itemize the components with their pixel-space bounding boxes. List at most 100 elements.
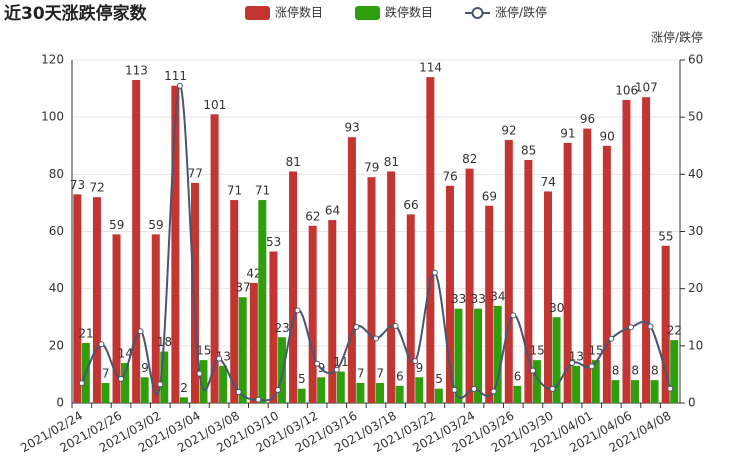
bar: [297, 388, 306, 403]
line-point: [510, 312, 517, 319]
bar: [376, 382, 384, 403]
data-label: 8: [612, 364, 620, 378]
data-label: 91: [560, 126, 575, 140]
line-point: [137, 328, 144, 335]
bar: [347, 137, 356, 404]
line-point: [235, 389, 242, 396]
data-label: 82: [462, 152, 477, 166]
line-point: [353, 324, 360, 331]
y-tick-label: 120: [41, 53, 64, 67]
bar: [474, 308, 483, 403]
data-label: 76: [443, 169, 458, 183]
bar: [317, 377, 326, 403]
data-label: 9: [141, 361, 149, 375]
bar: [210, 114, 219, 403]
bar: [602, 145, 611, 403]
data-label: 79: [364, 161, 379, 175]
line-point: [98, 341, 105, 348]
data-label: 85: [521, 144, 536, 158]
data-label: 106: [615, 84, 638, 98]
data-label: 55: [658, 229, 673, 243]
bar: [445, 185, 454, 403]
data-label: 15: [196, 344, 211, 358]
bar: [395, 385, 404, 403]
chart-title: 近30天涨跌停家数: [4, 3, 148, 24]
line-point: [667, 385, 674, 392]
bar: [132, 80, 141, 403]
bar: [611, 380, 620, 403]
data-label: 113: [125, 64, 148, 78]
y-tick-label: 100: [41, 110, 64, 124]
bar: [249, 282, 258, 403]
data-label: 64: [325, 204, 340, 218]
data-label: 59: [109, 218, 124, 232]
bar: [151, 234, 160, 403]
data-label: 37: [235, 281, 250, 295]
data-label: 2: [180, 381, 188, 395]
bar: [238, 297, 247, 403]
bar: [73, 194, 82, 403]
data-label: 111: [164, 69, 187, 83]
data-label: 81: [286, 155, 301, 169]
data-label: 8: [631, 364, 639, 378]
data-label: 69: [482, 189, 497, 203]
data-label: 81: [384, 155, 399, 169]
data-label: 77: [188, 166, 203, 180]
line-point: [529, 367, 536, 374]
bar: [160, 351, 169, 403]
data-label: 5: [435, 372, 443, 386]
legend-swatch: [471, 7, 484, 19]
line-point: [176, 82, 183, 89]
data-label: 9: [416, 361, 424, 375]
y-tick-label: 0: [56, 396, 64, 410]
y-tick-label: 20: [49, 338, 64, 352]
bar: [219, 365, 228, 403]
bar: [387, 171, 396, 403]
data-label: 6: [396, 369, 404, 383]
bar: [485, 205, 494, 403]
y-tick-label: 60: [49, 224, 64, 238]
bar: [563, 142, 572, 403]
bar: [622, 100, 631, 404]
bar: [277, 337, 286, 403]
bar: [367, 177, 376, 403]
y2-tick-label: 20: [688, 281, 703, 295]
data-label: 33: [451, 292, 466, 306]
data-label: 71: [255, 184, 270, 198]
line-point: [78, 380, 85, 387]
data-label: 72: [90, 181, 105, 195]
bar: [190, 182, 199, 403]
bar: [493, 305, 502, 403]
bar: [524, 160, 533, 403]
bar: [199, 360, 208, 403]
line-point: [196, 370, 203, 377]
legend-label: 涨停数目: [275, 5, 323, 20]
line-point: [216, 355, 223, 362]
bar: [513, 385, 522, 403]
data-label: 96: [580, 112, 595, 126]
data-label: 93: [344, 121, 359, 135]
data-label: 21: [78, 326, 93, 340]
line-point: [490, 388, 497, 395]
data-label: 73: [70, 178, 85, 192]
data-label: 7: [376, 366, 384, 380]
data-label: 66: [403, 198, 418, 212]
line-point: [627, 324, 634, 331]
data-label: 15: [588, 344, 603, 358]
data-label: 15: [530, 344, 545, 358]
bar: [642, 97, 651, 404]
data-label: 62: [305, 209, 320, 223]
data-label: 53: [266, 235, 281, 249]
y2-tick-label: 40: [688, 167, 703, 181]
line-point: [157, 381, 164, 388]
bar: [591, 360, 600, 403]
bar: [289, 171, 298, 403]
line-point: [588, 363, 595, 370]
bar: [328, 220, 337, 403]
data-label: 30: [549, 301, 564, 315]
bar: [258, 200, 267, 403]
bar: [454, 308, 463, 403]
bar: [552, 317, 561, 403]
bar: [140, 377, 149, 403]
